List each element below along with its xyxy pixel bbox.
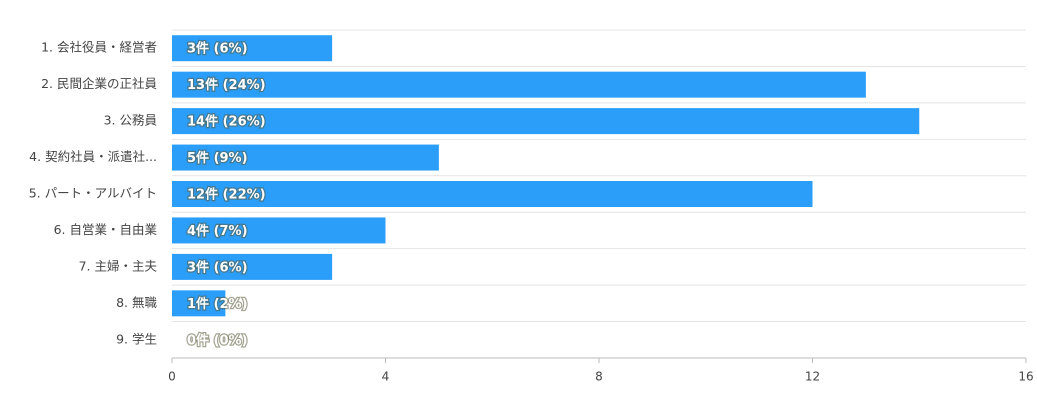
category-label: 1. 会社役員・経営者	[41, 40, 157, 55]
bar	[172, 35, 333, 62]
x-tick-label: 8	[595, 370, 603, 384]
x-tick-label: 4	[382, 370, 390, 384]
bar	[172, 71, 866, 98]
category-label: 6. 自営業・自由業	[54, 222, 158, 237]
category-label: 5. パート・アルバイト	[29, 186, 157, 201]
value-label: 13件 (24%)	[187, 77, 266, 93]
bar	[172, 144, 439, 171]
category-label: 4. 契約社員・派遣社...	[29, 149, 157, 164]
category-label: 9. 学生	[116, 331, 157, 346]
value-label: 1件 (2%)	[187, 296, 248, 312]
value-label: 0件 (0%)	[187, 332, 248, 348]
value-label: 14件 (26%)	[187, 114, 266, 130]
bar	[172, 290, 226, 317]
value-label: 5件 (9%)	[187, 150, 248, 166]
category-label: 3. 公務員	[104, 113, 158, 128]
value-label: 3件 (6%)	[187, 259, 248, 275]
bar	[172, 181, 813, 207]
bar	[172, 253, 333, 280]
x-tick-label: 12	[805, 370, 820, 384]
x-tick-label: 0	[168, 370, 176, 384]
bar	[172, 217, 386, 244]
x-tick-label: 16	[1018, 370, 1033, 384]
value-label: 12件 (22%)	[187, 187, 266, 203]
category-label: 7. 主婦・主夫	[79, 258, 158, 273]
category-label: 2. 民間企業の正社員	[41, 76, 157, 91]
value-label: 3件 (6%)	[187, 41, 248, 57]
category-label: 8. 無職	[116, 295, 157, 310]
bar	[172, 108, 920, 135]
value-label: 4件 (7%)	[187, 223, 248, 239]
